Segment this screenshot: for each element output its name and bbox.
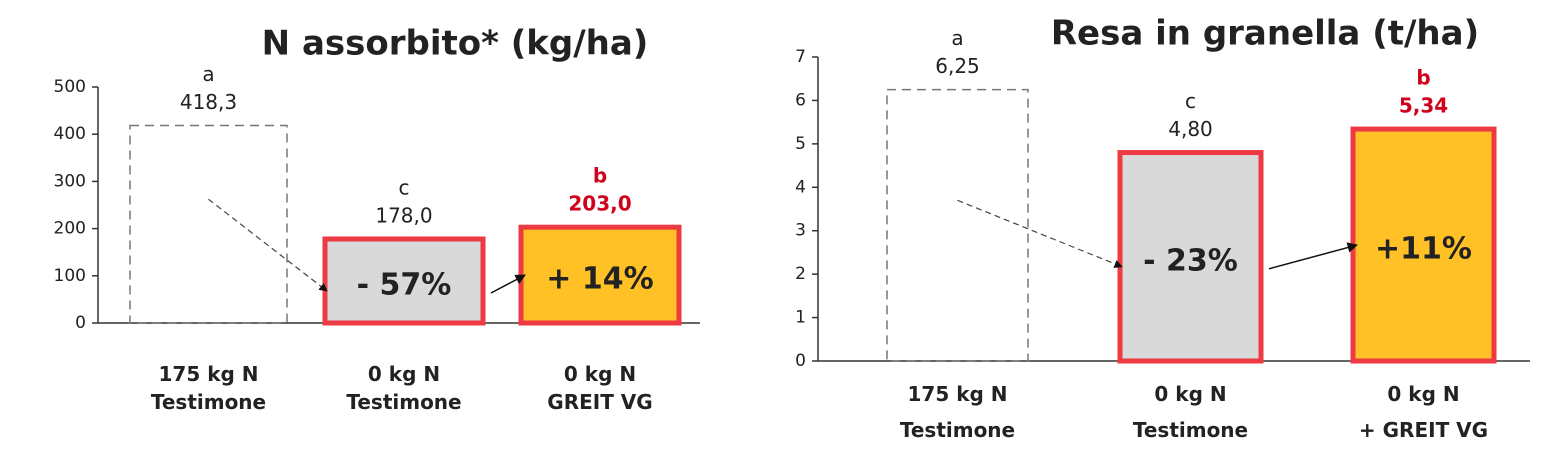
- significance-letter: c: [1185, 89, 1196, 113]
- change-label: +11%: [1375, 232, 1472, 267]
- bar: [129, 124, 288, 324]
- y-tick-label: 0: [795, 351, 806, 371]
- significance-letter: a: [951, 26, 963, 50]
- bar: [886, 88, 1029, 362]
- y-tick-label: 100: [54, 266, 86, 286]
- x-tick-label: 175 kg N Testimone: [900, 382, 1015, 442]
- y-tick-label: 0: [75, 313, 86, 333]
- value-label: 6,25: [935, 54, 980, 78]
- significance-letter: a: [202, 62, 214, 86]
- x-tick-label: 0 kg N + GREIT VG: [1359, 382, 1488, 442]
- bar: [518, 224, 682, 326]
- y-tick-label: 200: [54, 219, 86, 239]
- y-tick-label: 3: [795, 221, 806, 241]
- x-tick-label: 175 kg N Testimone: [151, 362, 266, 414]
- bar: [1117, 150, 1264, 364]
- change-label: + 14%: [546, 262, 653, 297]
- y-tick-label: 2: [795, 264, 806, 284]
- y-tick-label: 400: [54, 124, 86, 144]
- y-tick-label: 6: [795, 90, 806, 110]
- change-label: - 57%: [357, 267, 452, 302]
- value-label: 5,34: [1399, 94, 1448, 118]
- bar: [322, 236, 486, 326]
- value-label: 203,0: [568, 192, 631, 216]
- value-label: 418,3: [180, 90, 237, 114]
- x-tick-label: 0 kg N GREIT VG: [547, 362, 652, 414]
- value-label: 4,80: [1168, 117, 1213, 141]
- y-tick-label: 300: [54, 171, 86, 191]
- y-tick-label: 500: [54, 77, 86, 97]
- arrow: [1268, 242, 1359, 270]
- significance-letter: b: [593, 164, 607, 188]
- arrow: [490, 274, 526, 294]
- chart-title: Resa in granella (t/ha): [1051, 14, 1479, 54]
- arrow: [957, 199, 1123, 268]
- y-tick-label: 5: [795, 134, 806, 154]
- y-tick-label: 7: [795, 47, 806, 67]
- x-tick-label: 0 kg N Testimone: [346, 362, 461, 414]
- y-tick-label: 4: [795, 177, 806, 197]
- significance-letter: c: [399, 175, 410, 199]
- value-label: 178,0: [375, 203, 432, 227]
- significance-letter: b: [1416, 66, 1430, 90]
- chart-title: N assorbito* (kg/ha): [262, 24, 649, 64]
- y-tick-label: 1: [795, 308, 806, 328]
- x-tick-label: 0 kg N Testimone: [1133, 382, 1248, 442]
- change-label: - 23%: [1143, 243, 1238, 278]
- arrow: [208, 198, 328, 292]
- bar: [1350, 126, 1497, 364]
